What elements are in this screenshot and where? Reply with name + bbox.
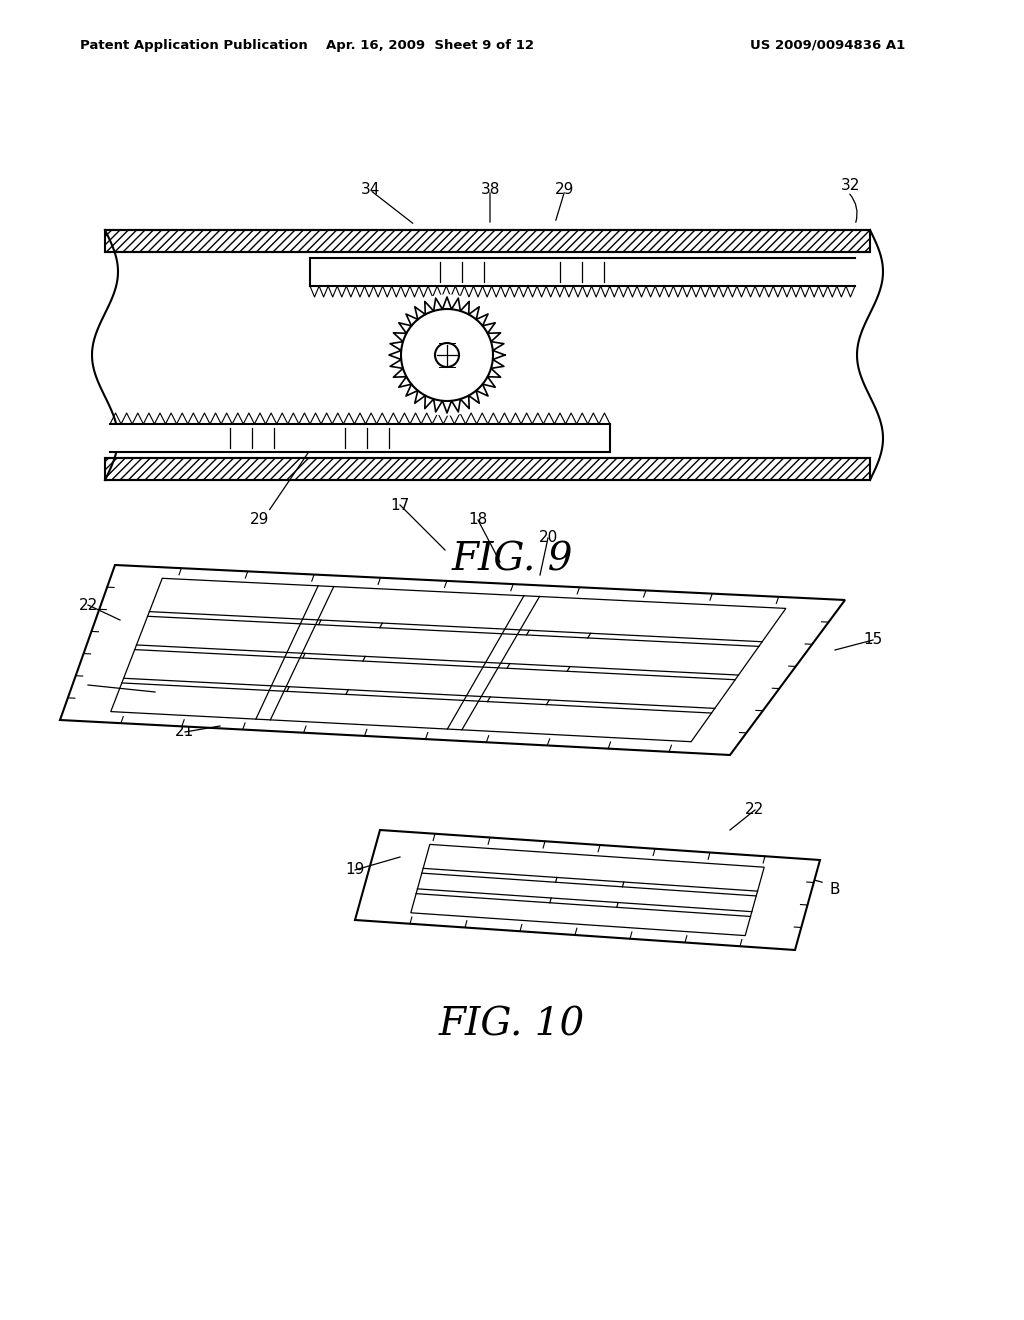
Text: FIG. 10: FIG. 10 bbox=[439, 1006, 585, 1044]
Bar bbox=[310, 257, 855, 286]
Circle shape bbox=[435, 343, 459, 367]
Bar bbox=[110, 424, 610, 451]
Polygon shape bbox=[60, 565, 845, 755]
Polygon shape bbox=[355, 830, 820, 950]
Text: US 2009/0094836 A1: US 2009/0094836 A1 bbox=[750, 38, 905, 51]
Text: 32: 32 bbox=[841, 177, 860, 193]
Circle shape bbox=[401, 309, 493, 401]
Text: B: B bbox=[829, 883, 841, 898]
Text: 15: 15 bbox=[863, 632, 883, 648]
Polygon shape bbox=[411, 845, 764, 936]
Text: 38: 38 bbox=[480, 182, 500, 198]
Text: 34: 34 bbox=[360, 182, 380, 198]
Text: 29: 29 bbox=[250, 512, 269, 528]
Circle shape bbox=[387, 294, 507, 414]
Text: Patent Application Publication: Patent Application Publication bbox=[80, 38, 308, 51]
Text: 17: 17 bbox=[390, 498, 410, 512]
Text: 22: 22 bbox=[79, 598, 97, 612]
Bar bbox=[105, 458, 870, 480]
Text: 20: 20 bbox=[539, 531, 558, 545]
Text: 29: 29 bbox=[555, 182, 574, 198]
Text: 22: 22 bbox=[745, 803, 765, 817]
Polygon shape bbox=[111, 578, 785, 742]
Text: 19: 19 bbox=[345, 862, 365, 878]
Text: 16: 16 bbox=[78, 677, 97, 693]
Text: 21: 21 bbox=[175, 725, 195, 739]
Text: Apr. 16, 2009  Sheet 9 of 12: Apr. 16, 2009 Sheet 9 of 12 bbox=[326, 38, 534, 51]
Text: 18: 18 bbox=[468, 512, 487, 528]
Bar bbox=[105, 230, 870, 252]
Text: FIG. 9: FIG. 9 bbox=[452, 541, 572, 578]
